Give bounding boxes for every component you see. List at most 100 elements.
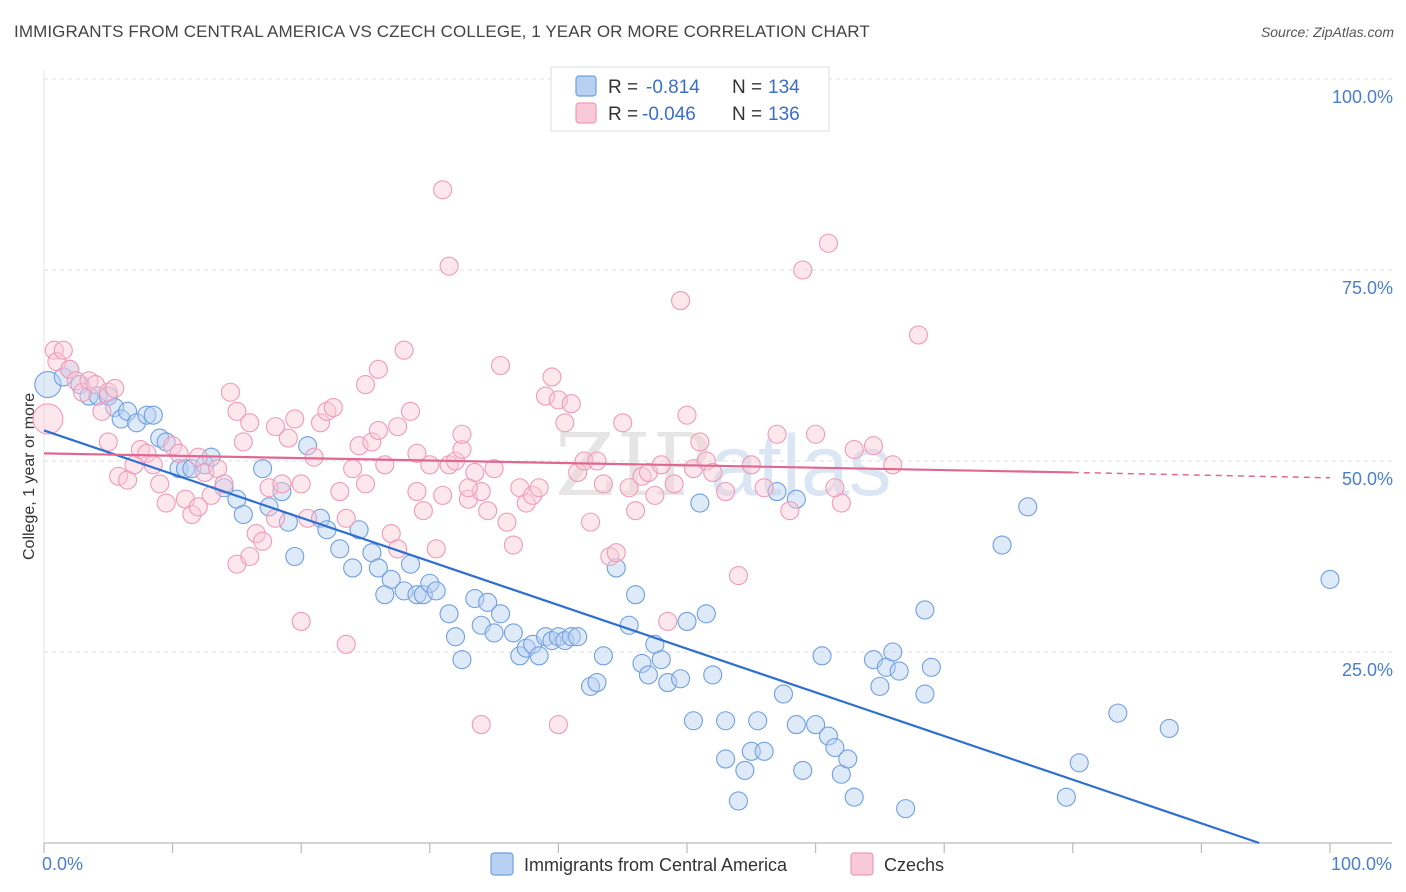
point-czechs-70 [478, 501, 498, 521]
point-czechs-110 [767, 424, 787, 444]
point-central-america-33 [349, 520, 369, 540]
point-czechs-69 [471, 482, 491, 502]
point-czechs-108 [741, 455, 761, 475]
point-czechs-100 [671, 291, 691, 311]
series-central-america-points [34, 359, 1340, 819]
point-czechs-111 [780, 501, 800, 521]
point-czechs-134 [240, 546, 260, 567]
trend-line-czechs-extension [1072, 471, 1331, 479]
point-central-america-75 [677, 611, 697, 631]
legend-r-value-blue: -0.814 [646, 77, 700, 98]
point-czechs-9 [92, 401, 112, 421]
point-central-america-98 [844, 787, 864, 807]
point-czechs-82 [555, 413, 575, 433]
point-czechs-107 [728, 566, 748, 586]
point-czechs-77 [523, 485, 543, 505]
point-central-america-92 [806, 715, 826, 735]
point-central-america-28 [298, 436, 318, 456]
point-czechs-36 [259, 478, 279, 498]
legend-r-label-pink: R = [608, 104, 638, 125]
point-czechs-135 [265, 417, 286, 437]
point-czechs-22 [169, 443, 189, 463]
point-czechs-98 [658, 611, 678, 631]
point-central-america-70 [638, 665, 658, 685]
point-central-america-23 [253, 459, 273, 479]
point-czechs-80 [542, 367, 562, 387]
point-central-america-81 [716, 749, 736, 769]
series-czechs-points [32, 180, 929, 735]
point-czechs-130 [336, 634, 356, 654]
point-central-america-105 [915, 600, 935, 620]
point-czechs-117 [844, 439, 864, 460]
point-czechs-118 [863, 436, 884, 456]
point-central-america-86 [754, 741, 774, 761]
point-czechs-122 [368, 359, 388, 379]
point-czechs-58 [400, 401, 421, 421]
point-czechs-121 [355, 375, 376, 395]
point-central-america-78 [696, 604, 716, 624]
point-czechs-50 [349, 436, 369, 456]
point-czechs-93 [626, 501, 646, 521]
point-czechs-125 [433, 180, 453, 200]
point-czechs-126 [439, 256, 459, 276]
correlation-legend: R = -0.814 N = 134 R = -0.046 N = 136 [550, 66, 830, 132]
point-central-america-109 [1018, 497, 1038, 517]
point-central-america-107 [921, 657, 941, 677]
trend-lines [43, 429, 1331, 845]
point-czechs-72 [490, 355, 511, 376]
point-czechs-32 [233, 432, 253, 452]
point-czechs-41 [291, 474, 311, 494]
bottom-legend-label-blue: Immigrants from Central America [524, 855, 788, 875]
point-central-america-72 [651, 650, 671, 670]
point-czechs-56 [388, 539, 408, 559]
point-czechs-106 [716, 482, 736, 502]
point-czechs-78 [529, 478, 549, 498]
x-tick-label-min: 0.0% [42, 854, 83, 874]
y-tick-label-25: 25.0% [1342, 660, 1393, 680]
point-central-america-10 [127, 413, 147, 433]
point-central-america-76 [690, 493, 710, 513]
point-central-america-77 [683, 711, 703, 731]
point-czechs-66 [452, 439, 472, 460]
point-czechs-136 [188, 497, 208, 517]
point-czechs-57 [394, 340, 414, 360]
point-central-america-79 [703, 665, 723, 685]
legend-swatch-pink [575, 102, 597, 124]
point-central-america-61 [561, 627, 581, 647]
point-central-america-37 [381, 569, 401, 589]
legend-n-value-pink: 136 [768, 104, 800, 125]
point-central-america-94 [818, 726, 839, 746]
point-central-america-111 [1069, 753, 1089, 773]
point-czechs-74 [503, 535, 523, 555]
point-czechs-42 [298, 508, 318, 528]
point-central-america-25 [272, 482, 292, 502]
point-central-america-22 [233, 504, 253, 525]
y-tick-label-75: 75.0% [1342, 278, 1393, 298]
point-central-america-66 [606, 558, 626, 578]
point-central-america-80 [716, 711, 736, 731]
point-czechs-0 [32, 403, 64, 435]
point-czechs-29 [214, 474, 234, 494]
point-czechs-71 [484, 459, 504, 479]
point-czechs-132 [548, 715, 568, 735]
point-czechs-103 [690, 432, 710, 452]
point-central-america-40 [407, 585, 427, 605]
point-czechs-83 [561, 394, 581, 414]
point-czechs-131 [471, 715, 491, 735]
point-czechs-113 [806, 424, 826, 444]
point-central-america-53 [510, 646, 530, 666]
point-central-america-51 [490, 604, 511, 624]
point-central-america-113 [1159, 718, 1179, 738]
point-czechs-116 [831, 493, 851, 513]
point-central-america-56 [529, 646, 549, 666]
point-central-america-44 [439, 604, 459, 624]
point-czechs-26 [195, 462, 215, 483]
point-czechs-114 [818, 233, 839, 253]
point-czechs-59 [407, 482, 427, 502]
point-czechs-19 [150, 474, 170, 494]
point-czechs-47 [330, 482, 350, 502]
point-central-america-43 [426, 581, 446, 601]
point-central-america-85 [748, 711, 768, 731]
point-czechs-120 [908, 325, 929, 345]
